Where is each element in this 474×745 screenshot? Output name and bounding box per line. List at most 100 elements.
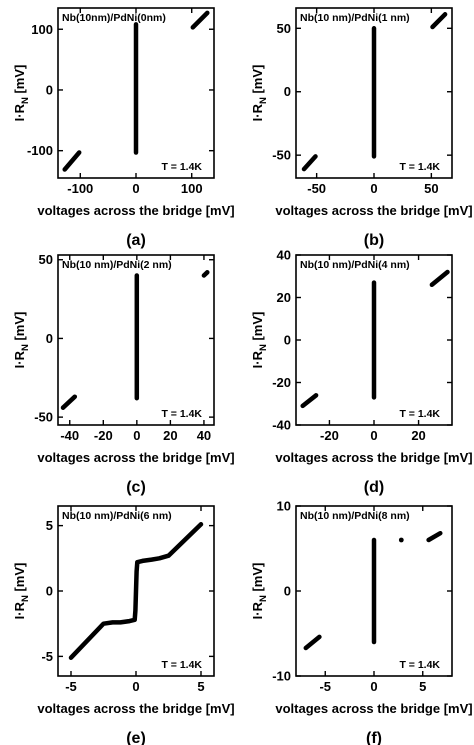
y-tick-label: 0 xyxy=(284,84,291,99)
x-tick-label: -20 xyxy=(320,428,339,443)
y-axis-label-main: I·R xyxy=(250,350,265,368)
y-tick-label: -40 xyxy=(272,418,291,433)
y-tick-label: 50 xyxy=(39,252,53,267)
y-axis-label-subscript: N xyxy=(20,595,31,602)
x-axis-label: voltages across the bridge [mV] xyxy=(37,701,234,716)
x-tick-label: -50 xyxy=(307,181,326,196)
x-tick-label: -5 xyxy=(65,679,77,694)
panel-letter: (b) xyxy=(364,232,384,249)
panel-title: Nb(10 nm)/PdNi(1 nm) xyxy=(300,12,410,24)
y-tick-label: -50 xyxy=(272,148,291,163)
data-series-line xyxy=(426,530,443,543)
y-axis-label-subscript: N xyxy=(258,595,269,602)
data-series-line xyxy=(190,10,210,30)
panel-letter: (d) xyxy=(364,479,384,496)
x-tick-label: 40 xyxy=(197,428,211,443)
data-series-line xyxy=(68,522,204,660)
x-tick-label: 0 xyxy=(370,181,377,196)
y-axis-label-unit: [mV] xyxy=(250,65,265,98)
x-tick-label: -100 xyxy=(67,181,93,196)
y-axis-label-subscript: N xyxy=(20,97,31,104)
x-tick-label: -20 xyxy=(94,428,113,443)
y-tick-label: 10 xyxy=(277,499,291,514)
y-tick-label: 40 xyxy=(277,248,291,263)
x-tick-label: 50 xyxy=(424,181,438,196)
data-series-line xyxy=(301,154,318,172)
x-axis-label: voltages across the bridge [mV] xyxy=(275,450,472,465)
y-tick-label: 0 xyxy=(46,82,53,97)
y-axis-label-unit: [mV] xyxy=(12,563,27,596)
data-point xyxy=(398,537,404,543)
y-tick-label: 0 xyxy=(46,331,53,346)
chart-panel: -20 0 20 -40 -20 0 20 40 Nb(10 nm)/PdNi(4 nm) T =… xyxy=(250,248,473,497)
panel-letter: (e) xyxy=(126,730,146,745)
y-axis-label-unit: [mV] xyxy=(12,312,27,345)
data-series-line xyxy=(430,12,448,30)
panel-letter: (c) xyxy=(126,479,146,496)
x-tick-label: 0 xyxy=(370,679,377,694)
x-tick-label: 20 xyxy=(411,428,425,443)
data-series-line xyxy=(300,393,319,409)
y-tick-label: -50 xyxy=(34,410,53,425)
x-tick-label: 0 xyxy=(132,181,139,196)
y-tick-label: 50 xyxy=(277,21,291,36)
y-tick-label: 0 xyxy=(46,584,53,599)
data-series-line xyxy=(303,634,322,651)
y-axis-label: I·RN [mV] xyxy=(250,312,269,369)
temperature-label: T = 1.4K xyxy=(161,161,202,173)
x-axis-label: voltages across the bridge [mV] xyxy=(37,203,234,218)
y-tick-label: 100 xyxy=(31,22,53,37)
x-tick-label: 5 xyxy=(197,679,204,694)
y-tick-label: -20 xyxy=(272,375,291,390)
y-axis-label-main: I·R xyxy=(250,601,265,619)
panel-letter: (a) xyxy=(126,232,146,249)
y-axis-label: I·RN [mV] xyxy=(12,563,31,620)
y-axis-label-main: I·R xyxy=(250,103,265,121)
y-tick-label: 20 xyxy=(277,290,291,305)
x-tick-label: 5 xyxy=(419,679,426,694)
x-axis-label: voltages across the bridge [mV] xyxy=(275,701,472,716)
y-tick-label: -5 xyxy=(41,649,53,664)
y-axis-label: I·RN [mV] xyxy=(250,65,269,122)
temperature-label: T = 1.4K xyxy=(399,161,440,173)
panel-title: Nb(10 nm)/PdNi(2 nm) xyxy=(62,259,172,271)
y-axis-label-unit: [mV] xyxy=(250,563,265,596)
data-series-line xyxy=(429,269,450,288)
y-axis-label-unit: [mV] xyxy=(250,312,265,345)
data-series-line xyxy=(201,270,210,278)
panel-title: Nb(10 nm)/PdNi(8 nm) xyxy=(300,510,410,522)
y-axis-label-main: I·R xyxy=(12,601,27,619)
chart-panel: -100 0 100 -100 0 100 Nb(10nm)/PdNi(0nm) T = 1.… xyxy=(12,7,235,249)
y-axis-label: I·RN [mV] xyxy=(12,65,31,122)
y-axis-label: I·RN [mV] xyxy=(250,563,269,620)
x-tick-label: 100 xyxy=(181,181,203,196)
y-tick-label: 0 xyxy=(284,584,291,599)
panel-title: Nb(10nm)/PdNi(0nm) xyxy=(62,12,166,24)
data-series-line xyxy=(62,150,82,172)
x-tick-label: 0 xyxy=(370,428,377,443)
panel-title: Nb(10 nm)/PdNi(6 nm) xyxy=(62,510,172,522)
y-axis-label: I·RN [mV] xyxy=(12,312,31,369)
panel-title: Nb(10 nm)/PdNi(4 nm) xyxy=(300,259,410,271)
y-tick-label: -100 xyxy=(27,143,53,158)
y-axis-label-subscript: N xyxy=(258,344,269,351)
x-tick-label: 0 xyxy=(132,679,139,694)
y-axis-label-unit: [mV] xyxy=(12,65,27,98)
x-axis-label: voltages across the bridge [mV] xyxy=(37,450,234,465)
chart-panel: -5 0 5 -5 0 5 Nb(10 nm)/PdNi(6 nm) T = 1.4K volt… xyxy=(12,505,235,745)
y-axis-label-main: I·R xyxy=(12,350,27,368)
chart-panel: -5 0 5 -10 0 10 Nb(10 nm)/PdNi(8 nm) T = 1.4K vo… xyxy=(250,499,473,745)
x-tick-label: -40 xyxy=(60,428,79,443)
x-tick-label: 0 xyxy=(133,428,140,443)
plot-frame xyxy=(57,254,215,426)
y-tick-label: 5 xyxy=(46,518,53,533)
chart-panel: -50 0 50 -50 0 50 Nb(10 nm)/PdNi(1 nm) T = 1.4K… xyxy=(250,7,473,249)
y-axis-label-subscript: N xyxy=(20,344,31,351)
y-axis-label-subscript: N xyxy=(258,97,269,104)
temperature-label: T = 1.4K xyxy=(161,408,202,420)
x-tick-label: 20 xyxy=(163,428,177,443)
x-axis-label: voltages across the bridge [mV] xyxy=(275,203,472,218)
y-axis-label-main: I·R xyxy=(12,103,27,121)
x-tick-label: -5 xyxy=(319,679,331,694)
